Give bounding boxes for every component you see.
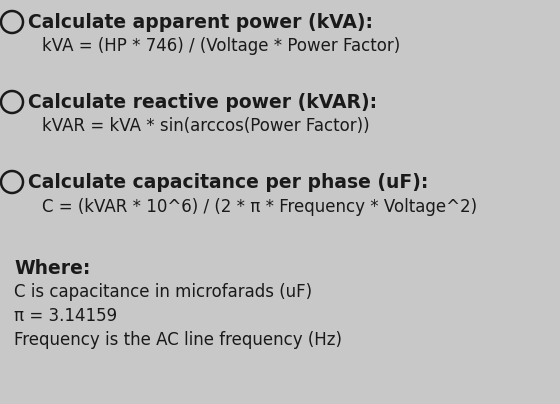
- Text: Calculate apparent power (kVA):: Calculate apparent power (kVA):: [28, 13, 373, 32]
- Text: Calculate capacitance per phase (uF):: Calculate capacitance per phase (uF):: [28, 173, 428, 191]
- Text: C = (kVAR * 10^6) / (2 * π * Frequency * Voltage^2): C = (kVAR * 10^6) / (2 * π * Frequency *…: [42, 198, 477, 216]
- Text: C is capacitance in microfarads (uF): C is capacitance in microfarads (uF): [14, 283, 312, 301]
- Text: π = 3.14159: π = 3.14159: [14, 307, 117, 325]
- Text: Where:: Where:: [14, 259, 90, 278]
- Text: Frequency is the AC line frequency (Hz): Frequency is the AC line frequency (Hz): [14, 331, 342, 349]
- Text: kVAR = kVA * sin(arccos(Power Factor)): kVAR = kVA * sin(arccos(Power Factor)): [42, 117, 370, 135]
- Text: kVA = (HP * 746) / (Voltage * Power Factor): kVA = (HP * 746) / (Voltage * Power Fact…: [42, 37, 400, 55]
- Text: Calculate reactive power (kVAR):: Calculate reactive power (kVAR):: [28, 93, 377, 112]
